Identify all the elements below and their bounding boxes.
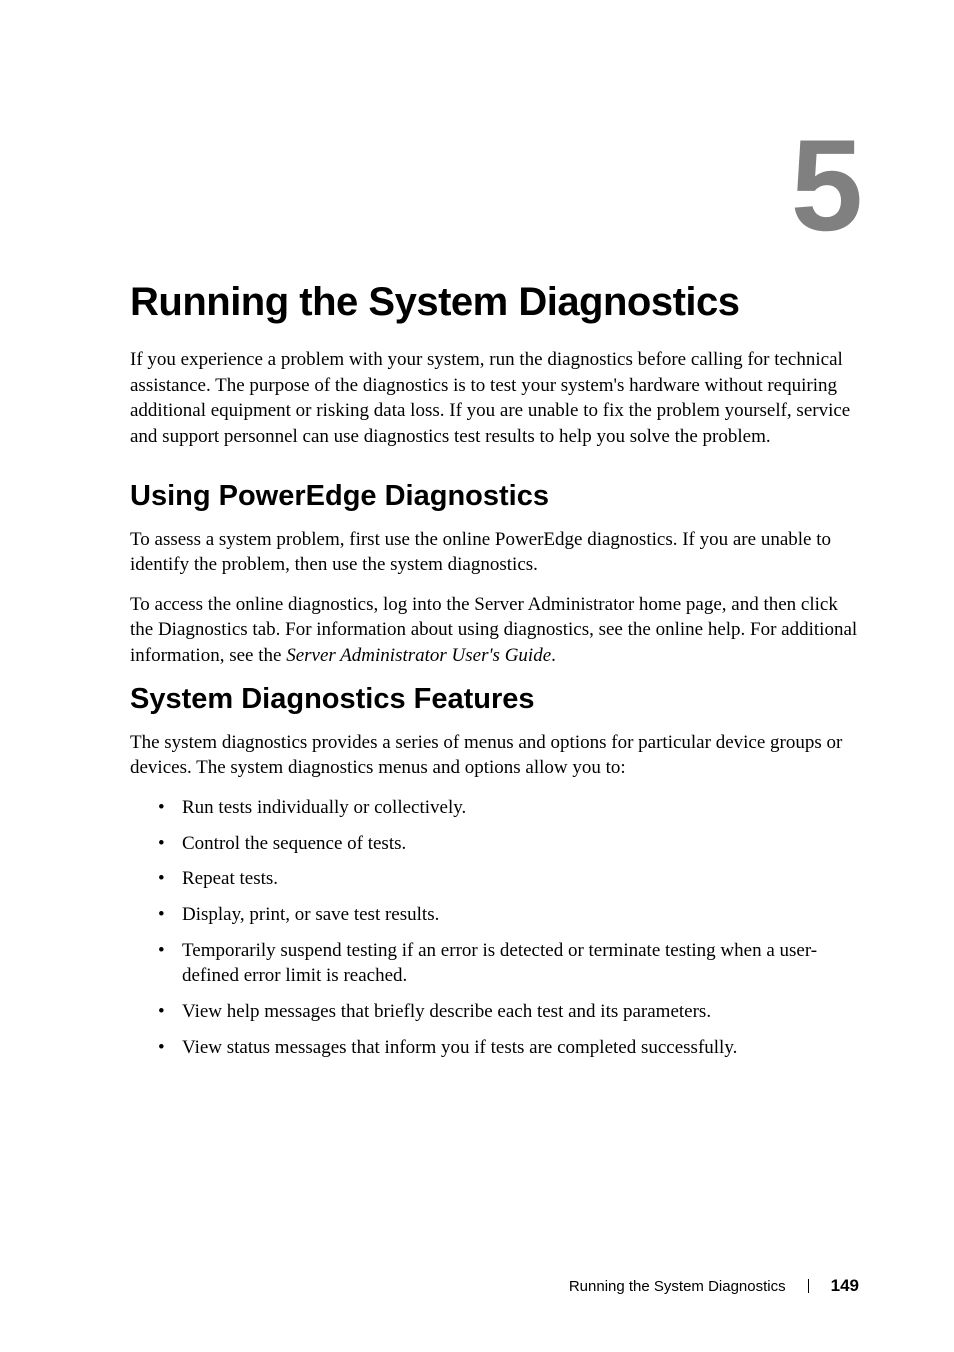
list-item: Repeat tests. [158,866,859,892]
footer-section-label: Running the System Diagnostics [569,1278,786,1295]
list-item: Display, print, or save test results. [158,902,859,928]
section-0-paragraph-1: To access the online diagnostics, log in… [130,592,859,669]
section-0-italic-ref: Server Administrator User's Guide [286,645,551,666]
list-item: Run tests individually or collectively. [158,795,859,821]
bullet-list: Run tests individually or collectively. … [158,795,859,1060]
chapter-title: Running the System Diagnostics [130,280,859,325]
section-0-after-italic: . [551,645,556,666]
footer-page-number: 149 [831,1276,859,1296]
section-0-paragraph-0: To assess a system problem, first use th… [130,527,859,578]
section-title-0: Using PowerEdge Diagnostics [130,480,859,513]
list-item: Control the sequence of tests. [158,831,859,857]
chapter-intro: If you experience a problem with your sy… [130,347,859,450]
list-item: View help messages that briefly describe… [158,999,859,1025]
chapter-number: 5 [130,120,859,250]
page-footer: Running the System Diagnostics 149 [569,1276,859,1296]
section-1-paragraph-0: The system diagnostics provides a series… [130,730,859,781]
list-item: Temporarily suspend testing if an error … [158,938,859,989]
footer-divider [808,1279,809,1293]
section-title-1: System Diagnostics Features [130,683,859,716]
list-item: View status messages that inform you if … [158,1035,859,1061]
